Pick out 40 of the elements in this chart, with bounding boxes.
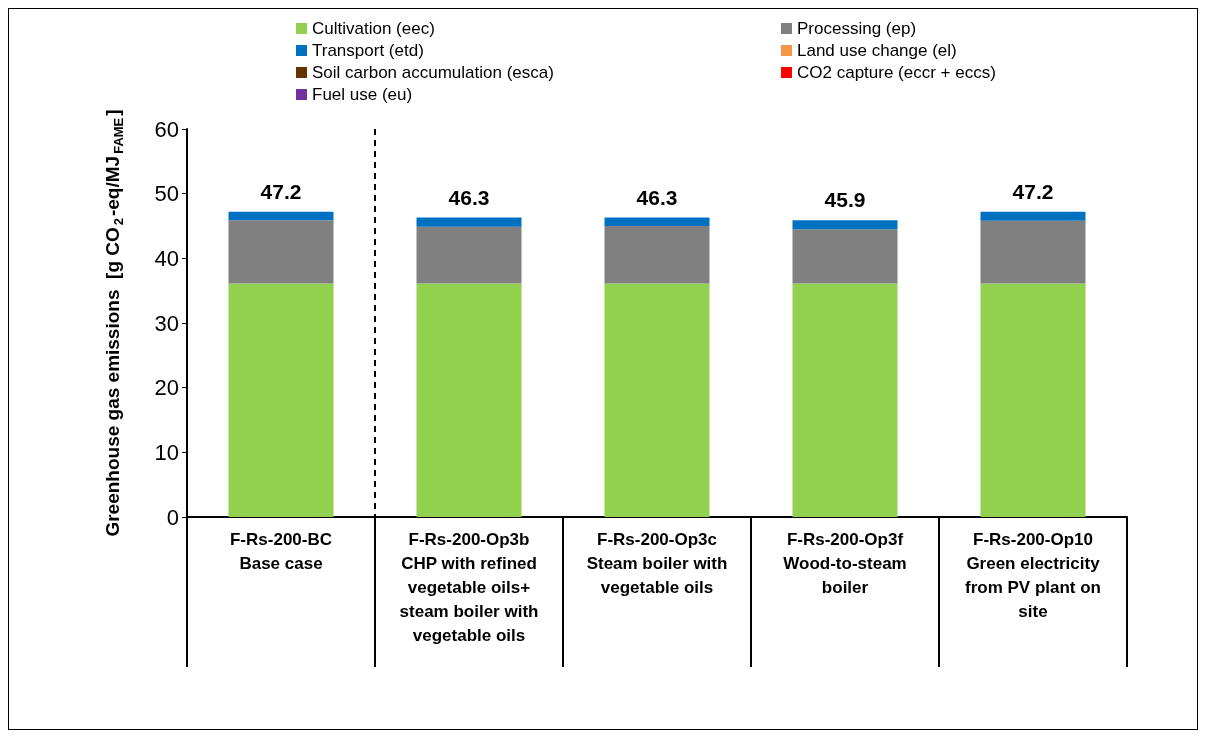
- bar: [980, 220, 1086, 284]
- x-tick-label: F-Rs-200-Op3b CHP with refined vegetable oils+ steam boiler with vegetable oils: [399, 529, 539, 645]
- x-tick-label: F-Rs-200-BC Base case: [229, 529, 333, 573]
- legend-label: Processing (ep): [797, 19, 917, 38]
- legend-label: Land use change (el): [797, 41, 957, 60]
- x-tick-label: F-Rs-200-Op3f Wood-to-steam boiler: [783, 529, 907, 597]
- total-label: 45.9: [824, 188, 866, 212]
- y-tick-label: 20: [154, 375, 179, 401]
- bar: [980, 283, 1086, 517]
- y-tick-label: 0: [166, 504, 179, 530]
- bar: [604, 226, 710, 284]
- x-tick-label: F-Rs-200-Op3c Steam boiler with vegetable oils: [586, 529, 728, 597]
- legend-label: Cultivation (eec): [312, 19, 435, 38]
- bar: [792, 220, 898, 230]
- legend-label: CO2 capture (eccr + eccs): [797, 63, 996, 82]
- y-tick-label: 30: [154, 310, 179, 336]
- bar: [792, 229, 898, 284]
- bar: [604, 283, 710, 517]
- legend-label: Soil carbon accumulation (esca): [312, 63, 554, 82]
- y-tick-label: 60: [154, 116, 179, 142]
- total-label: 47.2: [260, 179, 302, 203]
- bar: [980, 211, 1086, 221]
- total-label: 46.3: [636, 185, 678, 209]
- bar: [416, 283, 522, 517]
- x-tick-label: F-Rs-200-Op10 Green electricity from PV plant on site: [965, 529, 1101, 621]
- bar: [416, 217, 522, 227]
- bar: [228, 220, 334, 284]
- bar: [792, 283, 898, 517]
- bar: [416, 226, 522, 284]
- legend-label: Transport (etd): [312, 41, 424, 60]
- bar: [228, 211, 334, 221]
- bar: [604, 217, 710, 226]
- y-tick-label: 50: [154, 181, 179, 207]
- total-label: 47.2: [1012, 179, 1054, 203]
- y-axis-title: Greenhouse gas emissions [g CO2-eq/MJFAME]: [102, 109, 126, 537]
- y-tick-label: 10: [154, 439, 179, 465]
- legend-label: Fuel use (eu): [312, 85, 413, 104]
- total-label: 46.3: [448, 185, 490, 209]
- y-tick-label: 40: [154, 245, 179, 271]
- bar: [228, 283, 334, 517]
